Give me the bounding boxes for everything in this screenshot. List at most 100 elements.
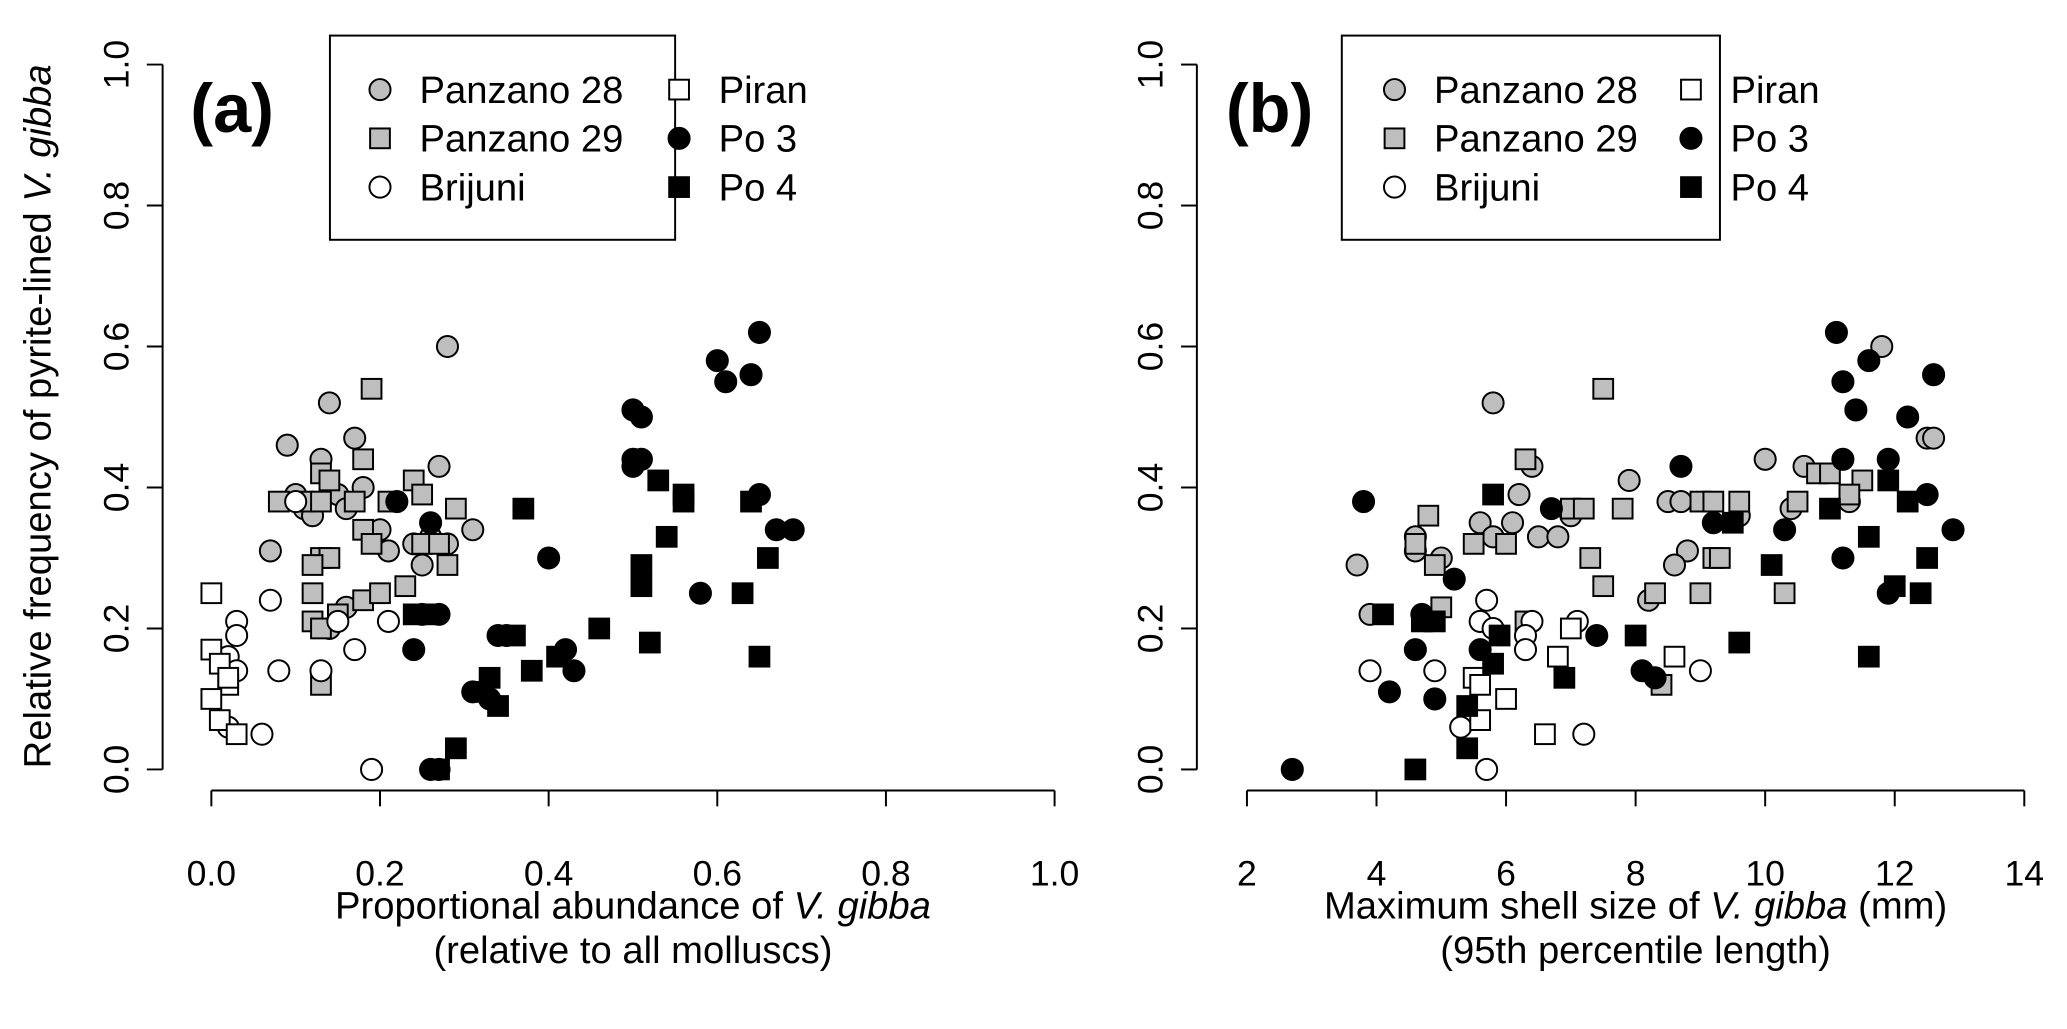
point <box>1916 547 1938 569</box>
point <box>1553 666 1576 689</box>
x-tick-label: 10 <box>1745 853 1785 893</box>
x-tick-label: 2 <box>1237 853 1257 893</box>
point <box>301 582 324 605</box>
point <box>1773 582 1796 605</box>
point <box>1675 539 1699 563</box>
point <box>705 349 729 373</box>
point <box>1877 469 1900 492</box>
point <box>445 497 467 520</box>
x-tick-label: 14 <box>2005 853 2045 893</box>
point <box>1786 490 1809 513</box>
y-tick-label: 0.0 <box>1131 745 1171 794</box>
point <box>267 659 291 683</box>
legend-label: Brijuni <box>420 166 526 209</box>
legend-marker <box>368 78 392 102</box>
point <box>428 758 450 781</box>
point <box>588 617 611 640</box>
point <box>1909 582 1932 605</box>
point <box>250 722 274 746</box>
panel: 0.0 0.2 0.4 0.6 0.8 1.0 2 4 6 8 10 12 14 Maximum shel… <box>1131 34 2045 972</box>
point <box>621 454 645 478</box>
point <box>301 554 324 576</box>
point <box>1663 645 1686 668</box>
point <box>1728 490 1751 513</box>
point <box>688 581 712 605</box>
point <box>1377 680 1401 704</box>
point <box>1417 504 1440 527</box>
point <box>1611 497 1634 520</box>
point <box>402 638 426 662</box>
point <box>200 582 223 605</box>
x-tick-label: 4 <box>1367 853 1387 893</box>
point <box>284 490 308 514</box>
point <box>487 695 509 717</box>
point <box>1624 624 1647 647</box>
point <box>1896 490 1919 513</box>
x-tick-label: 8 <box>1626 853 1646 893</box>
point <box>200 688 223 710</box>
point <box>1831 546 1855 570</box>
point <box>629 405 653 429</box>
point <box>1404 533 1427 555</box>
point <box>343 490 366 513</box>
point <box>1708 547 1731 569</box>
point <box>546 645 568 668</box>
point <box>1669 490 1693 514</box>
x-tick-label: 0.4 <box>524 853 573 893</box>
point <box>435 334 459 359</box>
point <box>1546 525 1570 549</box>
point <box>1482 652 1504 675</box>
point <box>1617 468 1641 492</box>
point <box>1547 645 1569 668</box>
point <box>326 609 350 633</box>
point <box>208 709 231 731</box>
point <box>1539 497 1563 521</box>
point <box>647 469 670 492</box>
point <box>1469 673 1492 696</box>
y-tick-label: 0.4 <box>1131 463 1171 512</box>
panel: 0.0 0.2 0.4 0.6 0.8 1.0 0.0 0.2 0.4 0.6 0.8 1.0 Prop… <box>17 34 1079 972</box>
point <box>1442 567 1466 591</box>
legend: Panzano 28 Panzano 29 Brijuni Piran Po 3 Po 4 <box>1340 34 1820 241</box>
point <box>470 681 493 703</box>
legend-marker <box>1680 78 1702 101</box>
point <box>1857 349 1881 373</box>
y-tick-label: 0.4 <box>96 463 136 512</box>
point <box>1352 490 1376 514</box>
point <box>1481 391 1505 415</box>
point <box>1838 483 1861 506</box>
point <box>747 320 771 344</box>
x-tick-label: 1.0 <box>1030 853 1079 893</box>
legend-label: Po 3 <box>719 118 798 161</box>
point <box>428 533 450 555</box>
legend-label: Panzano 28 <box>420 69 624 112</box>
point <box>1844 398 1868 422</box>
point <box>1423 610 1446 633</box>
y-tick-label: 0.2 <box>1131 604 1171 653</box>
point <box>318 469 341 492</box>
point <box>1456 737 1479 760</box>
point <box>309 659 333 683</box>
point <box>1572 497 1595 520</box>
point <box>1688 659 1712 683</box>
point <box>512 497 535 520</box>
point <box>1592 575 1615 598</box>
point <box>1941 518 1965 542</box>
point <box>1819 497 1841 520</box>
point <box>1831 447 1855 471</box>
point <box>630 575 653 598</box>
x-tick-label: 0.6 <box>693 853 742 893</box>
point <box>638 631 661 654</box>
point <box>225 723 248 746</box>
point <box>1643 666 1667 690</box>
point <box>394 575 417 598</box>
y-axis-label-part: Relative frequency of pyrite-lined <box>17 202 60 769</box>
point <box>461 518 485 542</box>
y-tick-label: 0.0 <box>96 745 136 794</box>
legend-marker <box>368 175 392 199</box>
point <box>1721 511 1744 534</box>
y-tick-label: 0.2 <box>96 604 136 653</box>
point <box>1526 525 1550 549</box>
legend-label: Panzano 28 <box>1434 69 1638 112</box>
